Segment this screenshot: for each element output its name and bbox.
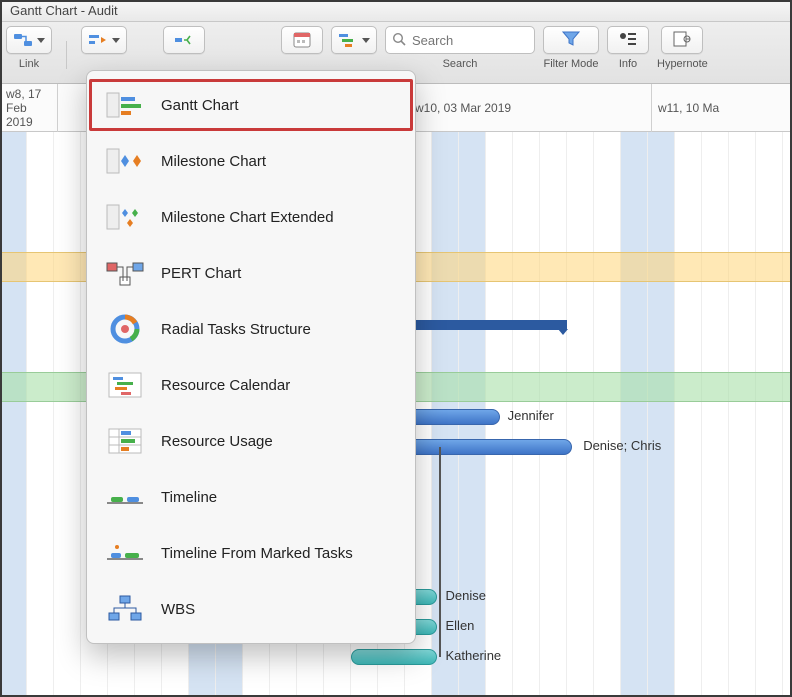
grid-column (648, 132, 675, 697)
toolbar-link-group: Link (6, 26, 52, 83)
task-label: Katherine (446, 648, 502, 663)
menu-item-timeline[interactable]: Timeline (87, 469, 415, 525)
menu-item-resource-calendar[interactable]: Resource Calendar (87, 357, 415, 413)
menu-item-timeline-from-marked-tasks[interactable]: Timeline From Marked Tasks (87, 525, 415, 581)
hypernote-icon (672, 30, 692, 51)
funnel-icon (561, 30, 581, 51)
menu-item-label: Radial Tasks Structure (161, 321, 311, 338)
calendar-button[interactable] (281, 26, 323, 54)
link-icon (13, 31, 33, 49)
menu-item-label: Milestone Chart Extended (161, 209, 334, 226)
view-switcher-menu: Gantt Chart Milestone Chart Milestone Char… (86, 70, 416, 644)
grid-column (756, 132, 783, 697)
search-field[interactable] (385, 26, 535, 54)
grid-column (0, 132, 27, 697)
menu-item-label: Timeline (161, 489, 217, 506)
window-title: Gantt Chart - Audit (0, 0, 792, 22)
toolbar-filter-group: Filter Mode (543, 26, 599, 83)
menu-item-icon (105, 479, 145, 515)
grid-column (702, 132, 729, 697)
menu-item-icon (105, 535, 145, 571)
timeline-week: w8, 17 Feb 2019 (0, 84, 58, 132)
grid-column (27, 132, 54, 697)
search-label: Search (443, 58, 478, 70)
menu-item-icon (105, 311, 145, 347)
task-bar[interactable] (405, 409, 500, 425)
task-label: Denise (446, 588, 486, 603)
menu-item-milestone-chart-extended[interactable]: Milestone Chart Extended (87, 189, 415, 245)
info-button[interactable] (607, 26, 649, 54)
grid-column (567, 132, 594, 697)
task-label: Jennifer (508, 408, 554, 423)
timeline-week: w10, 03 Mar 2019 (409, 84, 652, 132)
menu-item-icon (105, 367, 145, 403)
dependency-link (439, 447, 441, 657)
task-label: Ellen (446, 618, 475, 633)
menu-item-label: Timeline From Marked Tasks (161, 545, 353, 562)
toolbar-hypernote-group: Hypernote (657, 26, 708, 83)
search-icon (392, 32, 406, 49)
search-input[interactable] (412, 33, 528, 48)
menu-item-label: Milestone Chart (161, 153, 266, 170)
gantt-view-icon (338, 31, 358, 49)
menu-item-icon (105, 591, 145, 627)
menu-item-label: Gantt Chart (161, 97, 239, 114)
menu-item-label: WBS (161, 601, 195, 618)
link-label: Link (19, 58, 39, 70)
grid-column (621, 132, 648, 697)
calendar-icon (292, 31, 312, 49)
align-icon (88, 31, 108, 49)
task-label: Denise; Chris (583, 438, 661, 453)
chevron-down-icon (112, 38, 120, 43)
summary-bar[interactable] (405, 320, 567, 330)
align-button[interactable] (81, 26, 127, 54)
menu-item-icon (105, 423, 145, 459)
task-bar[interactable] (405, 439, 572, 455)
menu-item-wbs[interactable]: WBS (87, 581, 415, 637)
menu-item-icon (105, 255, 145, 291)
view-switcher-button[interactable] (331, 26, 377, 54)
menu-item-icon (105, 87, 145, 123)
grid-column (675, 132, 702, 697)
menu-item-resource-usage[interactable]: Resource Usage (87, 413, 415, 469)
menu-item-label: PERT Chart (161, 265, 241, 282)
link-button[interactable] (6, 26, 52, 54)
filter-label: Filter Mode (543, 58, 598, 70)
filter-mode-button[interactable] (543, 26, 599, 54)
grid-column (594, 132, 621, 697)
grid-column (729, 132, 756, 697)
menu-item-label: Resource Usage (161, 433, 273, 450)
info-icon (618, 30, 638, 51)
split-button[interactable] (163, 26, 205, 54)
menu-item-label: Resource Calendar (161, 377, 290, 394)
task-bar[interactable] (351, 649, 437, 665)
split-icon (174, 31, 194, 49)
hypernote-button[interactable] (661, 26, 703, 54)
info-label: Info (619, 58, 637, 70)
timeline-week: w11, 10 Ma (652, 84, 792, 132)
menu-item-milestone-chart[interactable]: Milestone Chart (87, 133, 415, 189)
menu-item-radial-tasks-structure[interactable]: Radial Tasks Structure (87, 301, 415, 357)
hypernote-label: Hypernote (657, 58, 708, 70)
toolbar-info-group: Info (607, 26, 649, 83)
menu-item-icon (105, 199, 145, 235)
menu-item-icon (105, 143, 145, 179)
menu-item-pert-chart[interactable]: PERT Chart (87, 245, 415, 301)
grid-column (54, 132, 81, 697)
chevron-down-icon (37, 38, 45, 43)
menu-item-gantt-chart[interactable]: Gantt Chart (87, 77, 415, 133)
toolbar-separator (66, 41, 67, 69)
chevron-down-icon (362, 38, 370, 43)
